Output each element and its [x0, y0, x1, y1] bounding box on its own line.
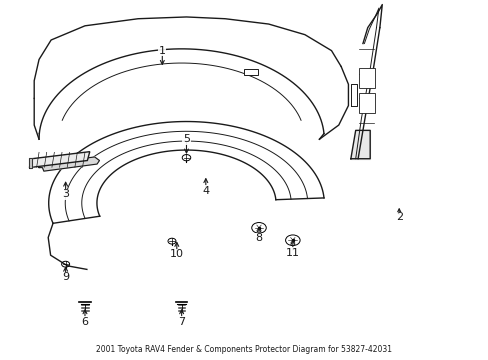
Text: 7: 7 — [178, 317, 185, 327]
FancyBboxPatch shape — [358, 68, 374, 88]
Polygon shape — [29, 152, 90, 168]
Text: 6: 6 — [81, 317, 88, 327]
Bar — [244, 69, 258, 76]
Text: 5: 5 — [183, 134, 190, 144]
Text: 9: 9 — [62, 273, 69, 283]
Polygon shape — [39, 157, 99, 171]
Text: 3: 3 — [62, 189, 69, 199]
Text: 2001 Toyota RAV4 Fender & Components Protector Diagram for 53827-42031: 2001 Toyota RAV4 Fender & Components Pro… — [96, 345, 392, 354]
Text: 8: 8 — [255, 234, 262, 243]
Text: 11: 11 — [285, 248, 299, 258]
Polygon shape — [29, 158, 32, 168]
Text: 4: 4 — [202, 186, 209, 195]
Text: 10: 10 — [169, 249, 183, 260]
Text: 1: 1 — [159, 46, 165, 56]
Polygon shape — [350, 130, 369, 159]
Text: 2: 2 — [395, 212, 402, 222]
FancyBboxPatch shape — [358, 93, 374, 113]
